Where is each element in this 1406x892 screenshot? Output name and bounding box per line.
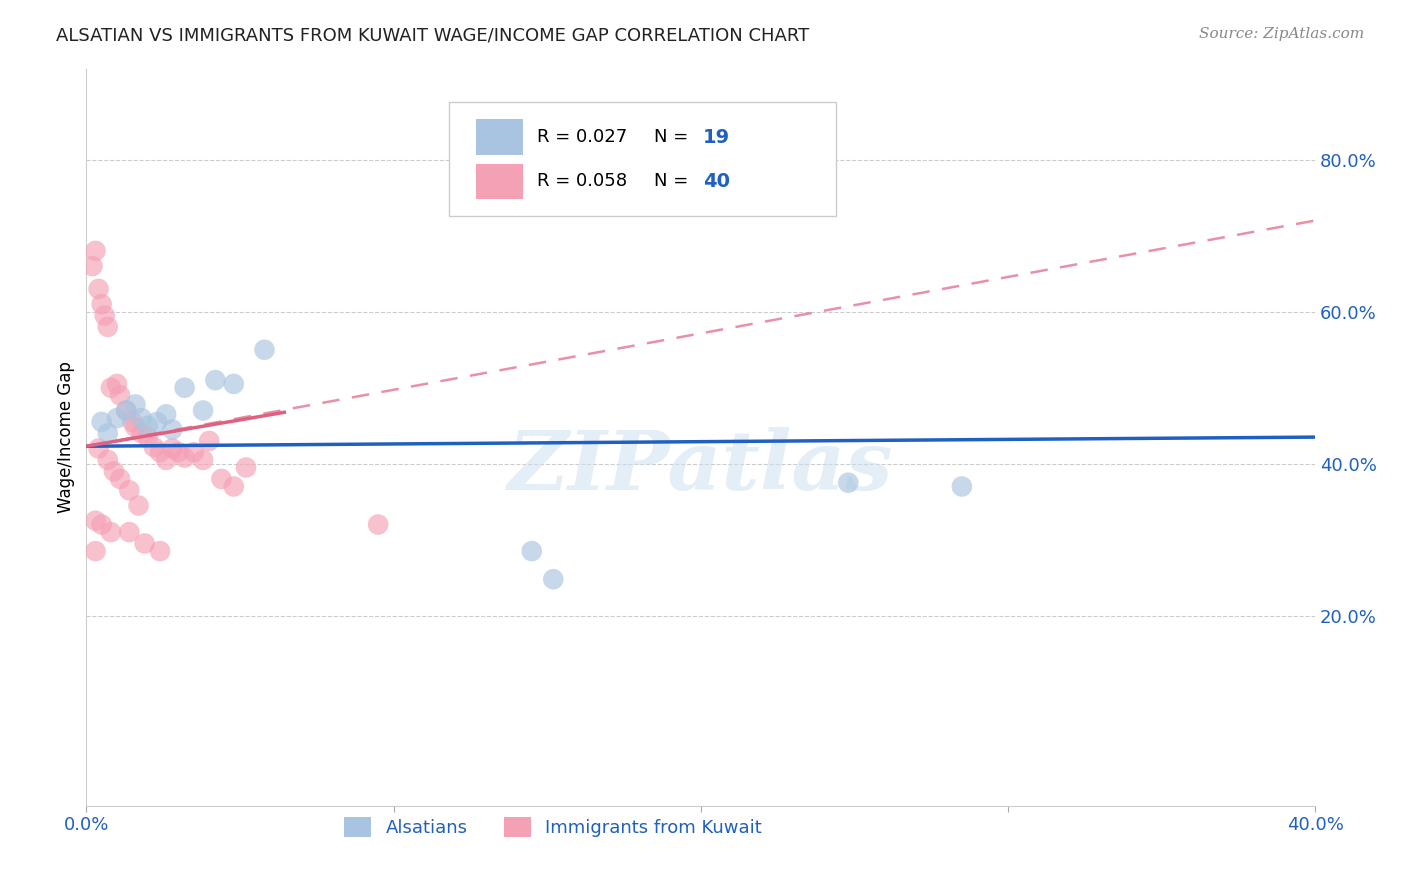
- Point: [93, 309, 115, 323]
- Point: [367, 517, 389, 532]
- Point: [543, 572, 565, 586]
- Point: [167, 445, 190, 459]
- Point: [90, 415, 112, 429]
- Point: [253, 343, 276, 357]
- Text: R = 0.058: R = 0.058: [537, 172, 627, 190]
- Bar: [475, 120, 523, 155]
- Y-axis label: Wage/Income Gap: Wage/Income Gap: [58, 361, 75, 513]
- Point: [222, 479, 245, 493]
- Point: [97, 453, 120, 467]
- Point: [155, 407, 177, 421]
- Point: [82, 259, 104, 273]
- Text: R = 0.027: R = 0.027: [537, 128, 627, 146]
- Point: [131, 426, 153, 441]
- Text: Source: ZipAtlas.com: Source: ZipAtlas.com: [1198, 27, 1364, 41]
- Bar: [475, 163, 523, 199]
- Point: [173, 381, 195, 395]
- Point: [124, 420, 146, 434]
- Text: ALSATIAN VS IMMIGRANTS FROM KUWAIT WAGE/INCOME GAP CORRELATION CHART: ALSATIAN VS IMMIGRANTS FROM KUWAIT WAGE/…: [56, 27, 810, 45]
- Point: [235, 460, 257, 475]
- Point: [108, 472, 131, 486]
- Point: [105, 411, 128, 425]
- Point: [198, 434, 221, 448]
- Point: [191, 403, 214, 417]
- Point: [87, 442, 110, 456]
- Point: [84, 544, 107, 558]
- Point: [162, 423, 184, 437]
- Point: [115, 403, 138, 417]
- Point: [149, 544, 172, 558]
- Text: 40: 40: [703, 172, 730, 191]
- Point: [155, 453, 177, 467]
- Point: [105, 376, 128, 391]
- Point: [118, 483, 141, 498]
- Point: [146, 415, 169, 429]
- Point: [142, 440, 165, 454]
- Point: [121, 415, 143, 429]
- Text: ZIPatlas: ZIPatlas: [508, 426, 893, 507]
- Point: [136, 418, 159, 433]
- Text: N =: N =: [654, 172, 695, 190]
- Point: [90, 517, 112, 532]
- Point: [134, 536, 156, 550]
- Point: [183, 445, 205, 459]
- Point: [149, 445, 172, 459]
- Point: [128, 499, 150, 513]
- Point: [84, 244, 107, 258]
- Point: [97, 319, 120, 334]
- Point: [211, 472, 233, 486]
- Point: [97, 426, 120, 441]
- Point: [124, 397, 146, 411]
- Point: [103, 464, 125, 478]
- FancyBboxPatch shape: [449, 102, 837, 216]
- Point: [950, 479, 973, 493]
- Point: [84, 514, 107, 528]
- Point: [837, 475, 859, 490]
- Point: [136, 430, 159, 444]
- Point: [108, 388, 131, 402]
- Point: [100, 525, 122, 540]
- Point: [87, 282, 110, 296]
- Legend: Alsatians, Immigrants from Kuwait: Alsatians, Immigrants from Kuwait: [337, 810, 769, 845]
- Point: [191, 453, 214, 467]
- Text: 19: 19: [703, 128, 730, 146]
- Point: [131, 411, 153, 425]
- Point: [222, 376, 245, 391]
- Point: [115, 403, 138, 417]
- Point: [90, 297, 112, 311]
- Point: [173, 450, 195, 465]
- Point: [204, 373, 226, 387]
- Point: [118, 525, 141, 540]
- Text: N =: N =: [654, 128, 695, 146]
- Point: [162, 442, 184, 456]
- Point: [100, 381, 122, 395]
- Point: [520, 544, 543, 558]
